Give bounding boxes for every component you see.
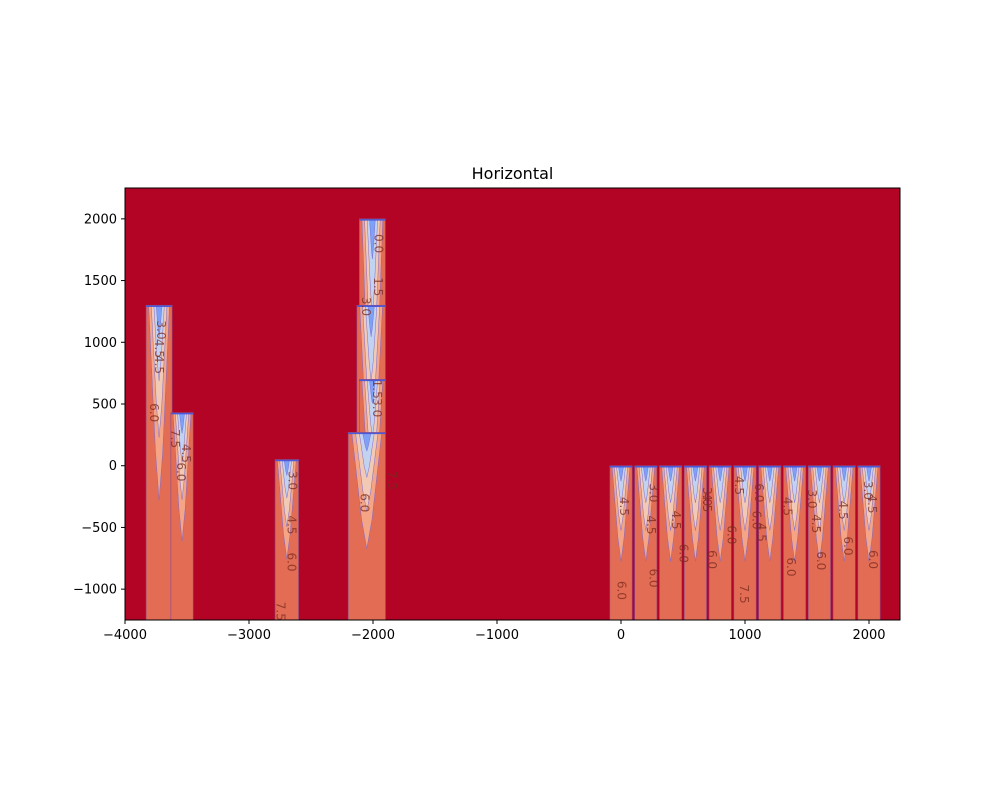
contour-label: 6.0 [358, 493, 372, 512]
contour-column [733, 465, 757, 620]
contour-label: 3.0 [286, 471, 300, 490]
x-tick-label: −2000 [351, 628, 395, 643]
y-tick-label: 500 [92, 398, 117, 413]
contour-column [170, 412, 194, 620]
contour-label: 6.0 [866, 550, 880, 569]
contour-column [807, 465, 831, 620]
contour-label: 7.5 [168, 429, 182, 448]
contour-label: 6.0 [147, 403, 161, 422]
contour-label: 0.0 [371, 234, 385, 253]
contour-column [857, 465, 881, 620]
y-tick-label: 0 [109, 459, 117, 474]
x-tick-label: −3000 [227, 628, 271, 643]
x-tick-label: −1000 [475, 628, 519, 643]
contour-label: 4.5 [617, 497, 631, 516]
x-tick-label: −4000 [103, 628, 147, 643]
x-tick-label: 2000 [852, 628, 885, 643]
y-axis: −1000 −500 0 500 1000 1500 2000 [73, 212, 125, 598]
y-tick-label: −1000 [73, 583, 117, 598]
contour-label: 6.0 [647, 568, 661, 587]
x-tick-label: 0 [617, 628, 625, 643]
contour-label: 6.0 [725, 525, 739, 544]
contour-column [758, 465, 782, 620]
contour-column [347, 432, 386, 620]
contour-label: 4.5 [780, 497, 794, 516]
plot-area [125, 188, 900, 620]
contour-label: 4.5 [152, 355, 166, 374]
contour-column [609, 465, 633, 620]
contour-column [145, 304, 173, 620]
contour-label: 7.5 [385, 471, 399, 490]
contour-label: 3.0 [700, 487, 714, 506]
contour-column [683, 465, 707, 620]
contour-label: 6.0 [174, 462, 188, 481]
contour-label: 3.0 [370, 398, 384, 417]
x-tick-label: 1000 [728, 628, 761, 643]
y-tick-label: 1000 [84, 336, 117, 351]
chart-title: Horizontal [472, 164, 554, 183]
contour-label: 6.0 [752, 483, 766, 502]
contour-column [659, 465, 683, 620]
contour-label: 4.5 [179, 444, 193, 463]
contour-label: 7.5 [737, 585, 751, 604]
contour-column [832, 465, 856, 620]
contour-label: 4.5 [754, 523, 768, 542]
contour-label: 3.0 [647, 483, 661, 502]
contour-label: 6.0 [705, 550, 719, 569]
contour-label: 6.0 [841, 536, 855, 555]
contour-label: 3.0 [805, 489, 819, 508]
y-tick-label: 2000 [84, 212, 117, 227]
contour-label: 6.0 [749, 510, 763, 529]
contour-label: 1.5 [370, 380, 384, 399]
x-axis: −4000 −3000 −2000 −1000 0 1000 2000 [103, 620, 886, 643]
contour-label: 6.0 [784, 557, 798, 576]
y-tick-label: 1500 [84, 274, 117, 289]
contour-label: 4.5 [152, 339, 166, 358]
contour-labels: 3.04.54.56.07.54.56.0 3.04.56.07.50.01.53… [147, 234, 880, 621]
contour-column [634, 465, 658, 620]
contour-label: 4.5 [644, 515, 658, 534]
contour-label: 4.5 [732, 476, 746, 495]
y-tick-label: −500 [81, 521, 117, 536]
contour-label: 4.5 [836, 501, 850, 520]
contour-label: 3.0 [154, 320, 168, 339]
contour-label: 4.5 [669, 510, 683, 529]
contour-label: 6.0 [814, 551, 828, 570]
contour-column [783, 465, 807, 620]
contour-column [708, 465, 732, 620]
contour-label: 6.0 [614, 581, 628, 600]
contour-label: 1.5 [371, 277, 385, 296]
contour-label: 3.0 [359, 297, 373, 316]
contour-label: 6.0 [676, 544, 690, 563]
contour-label: 6.0 [284, 552, 298, 571]
contour-label: 4.5 [700, 493, 714, 512]
contour-label: 4.5 [809, 514, 823, 533]
contour-label: 4.5 [284, 515, 298, 534]
contour-label: 3.0 [861, 481, 875, 500]
contour-label: 7.5 [273, 602, 287, 621]
contour-label: 4.5 [865, 494, 879, 513]
